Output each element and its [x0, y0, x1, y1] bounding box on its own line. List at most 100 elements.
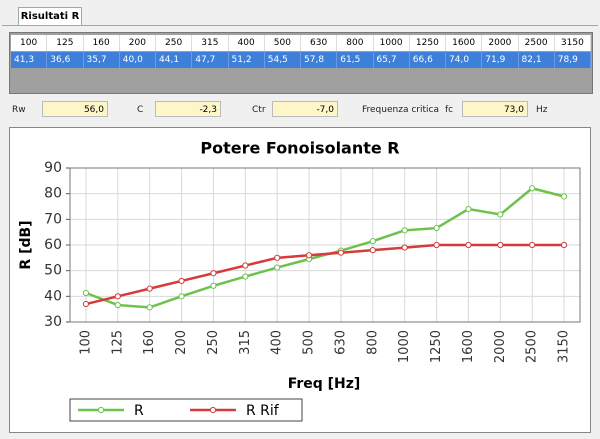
field-value: 73,0 — [462, 101, 528, 117]
marker — [242, 262, 249, 269]
x-tick-label: 200 — [174, 330, 189, 355]
x-tick-label: 1600 — [461, 330, 476, 363]
x-tick-label: 3150 — [557, 330, 572, 363]
table-cell: 40,0 — [119, 52, 156, 68]
marker — [210, 282, 217, 289]
column-header: 160 — [83, 35, 120, 51]
y-tick-label: 40 — [44, 288, 62, 304]
column-header: 1600 — [446, 35, 483, 51]
marker — [369, 238, 376, 245]
field-label: Rw — [12, 105, 26, 115]
column-header: 1000 — [373, 35, 410, 51]
table-cell: 44,1 — [156, 52, 193, 68]
marker — [210, 270, 217, 277]
plot-frame — [69, 167, 581, 323]
marker — [529, 185, 536, 192]
column-header: 100 — [11, 35, 48, 51]
x-tick-label: 2000 — [493, 330, 508, 363]
marker — [305, 252, 313, 259]
legend-label: R Rif — [246, 403, 280, 419]
column-header: 500 — [264, 35, 301, 51]
marker — [146, 304, 153, 311]
series-line — [85, 243, 565, 306]
legend-marker — [97, 406, 105, 414]
x-tick-label: 1250 — [429, 330, 444, 363]
column-header: 125 — [47, 35, 84, 51]
marker — [369, 247, 376, 254]
legend-marker — [209, 406, 217, 414]
marker — [178, 277, 185, 285]
marker — [560, 193, 568, 200]
y-tick-label: 90 — [44, 160, 62, 176]
table-cell: 36,6 — [47, 52, 84, 68]
column-header: 315 — [192, 35, 229, 51]
marker — [560, 241, 568, 249]
marker — [114, 293, 121, 300]
y-tick-label: 50 — [44, 263, 62, 279]
x-tick-label: 400 — [270, 330, 285, 355]
marker — [274, 264, 281, 271]
marker — [146, 285, 153, 292]
table-cell: 47,7 — [192, 52, 229, 68]
y-tick-label: 70 — [44, 211, 62, 227]
legend-label: R — [134, 403, 144, 419]
marker — [178, 293, 185, 300]
x-tick-label: 250 — [206, 330, 221, 355]
x-axis-label: Freq [Hz] — [288, 376, 361, 392]
chart-panel — [9, 127, 591, 433]
table-cell: 61,5 — [337, 52, 374, 68]
marker — [337, 249, 345, 256]
marker — [242, 273, 249, 280]
legend-box — [69, 398, 303, 422]
column-header: 630 — [301, 35, 338, 51]
marker — [529, 241, 536, 249]
column-header: 250 — [156, 35, 193, 51]
table-cell: 71,9 — [482, 52, 519, 68]
field-symbol: fc — [445, 105, 454, 115]
field-label: Frequenza critica — [362, 105, 439, 115]
series-line — [85, 186, 565, 309]
x-tick-label: 1000 — [397, 330, 412, 363]
field-value: -2,3 — [155, 101, 221, 117]
table-cell: 82,1 — [518, 52, 555, 68]
table-cell: 41,3 — [11, 52, 48, 68]
field-label: Ctr — [252, 105, 266, 115]
table-cell: 54,5 — [264, 52, 301, 68]
y-axis-label: R [dB] — [18, 220, 34, 269]
x-tick-label: 125 — [110, 330, 125, 355]
column-header: 200 — [119, 35, 156, 51]
field-value: 56,0 — [42, 101, 108, 117]
table-cell: 66,6 — [409, 52, 446, 68]
table-cell: 35,7 — [83, 52, 120, 68]
column-header: 3150 — [554, 35, 591, 51]
column-header: 2500 — [518, 35, 555, 51]
results-grid: 100 125 160 200 250 315 400 500 630 800 1000 1250 16… — [9, 32, 593, 94]
marker — [433, 241, 440, 249]
table-cell: 57,8 — [301, 52, 338, 68]
x-tick-label: 500 — [302, 330, 317, 355]
marker — [114, 301, 121, 309]
column-header: 2000 — [482, 35, 519, 51]
column-header: 400 — [228, 35, 265, 51]
marker — [465, 241, 472, 249]
y-tick-label: 80 — [44, 186, 62, 202]
column-header: 1250 — [409, 35, 446, 51]
chart-title: Potere Fonoisolante R — [200, 139, 399, 158]
marker — [497, 241, 504, 249]
x-tick-label: 160 — [142, 330, 157, 355]
tab-line — [2, 25, 598, 26]
marker — [82, 300, 90, 308]
marker — [401, 244, 408, 251]
x-tick-label: 630 — [333, 330, 348, 355]
table-cell: 51,2 — [228, 52, 265, 68]
marker — [497, 211, 504, 218]
marker — [401, 227, 408, 234]
x-tick-label: 800 — [365, 330, 380, 355]
x-tick-label: 2500 — [525, 330, 540, 363]
tab[interactable]: Risultati R — [18, 7, 82, 26]
marker — [433, 224, 440, 232]
marker — [82, 289, 90, 297]
x-tick-label: 100 — [78, 330, 93, 355]
